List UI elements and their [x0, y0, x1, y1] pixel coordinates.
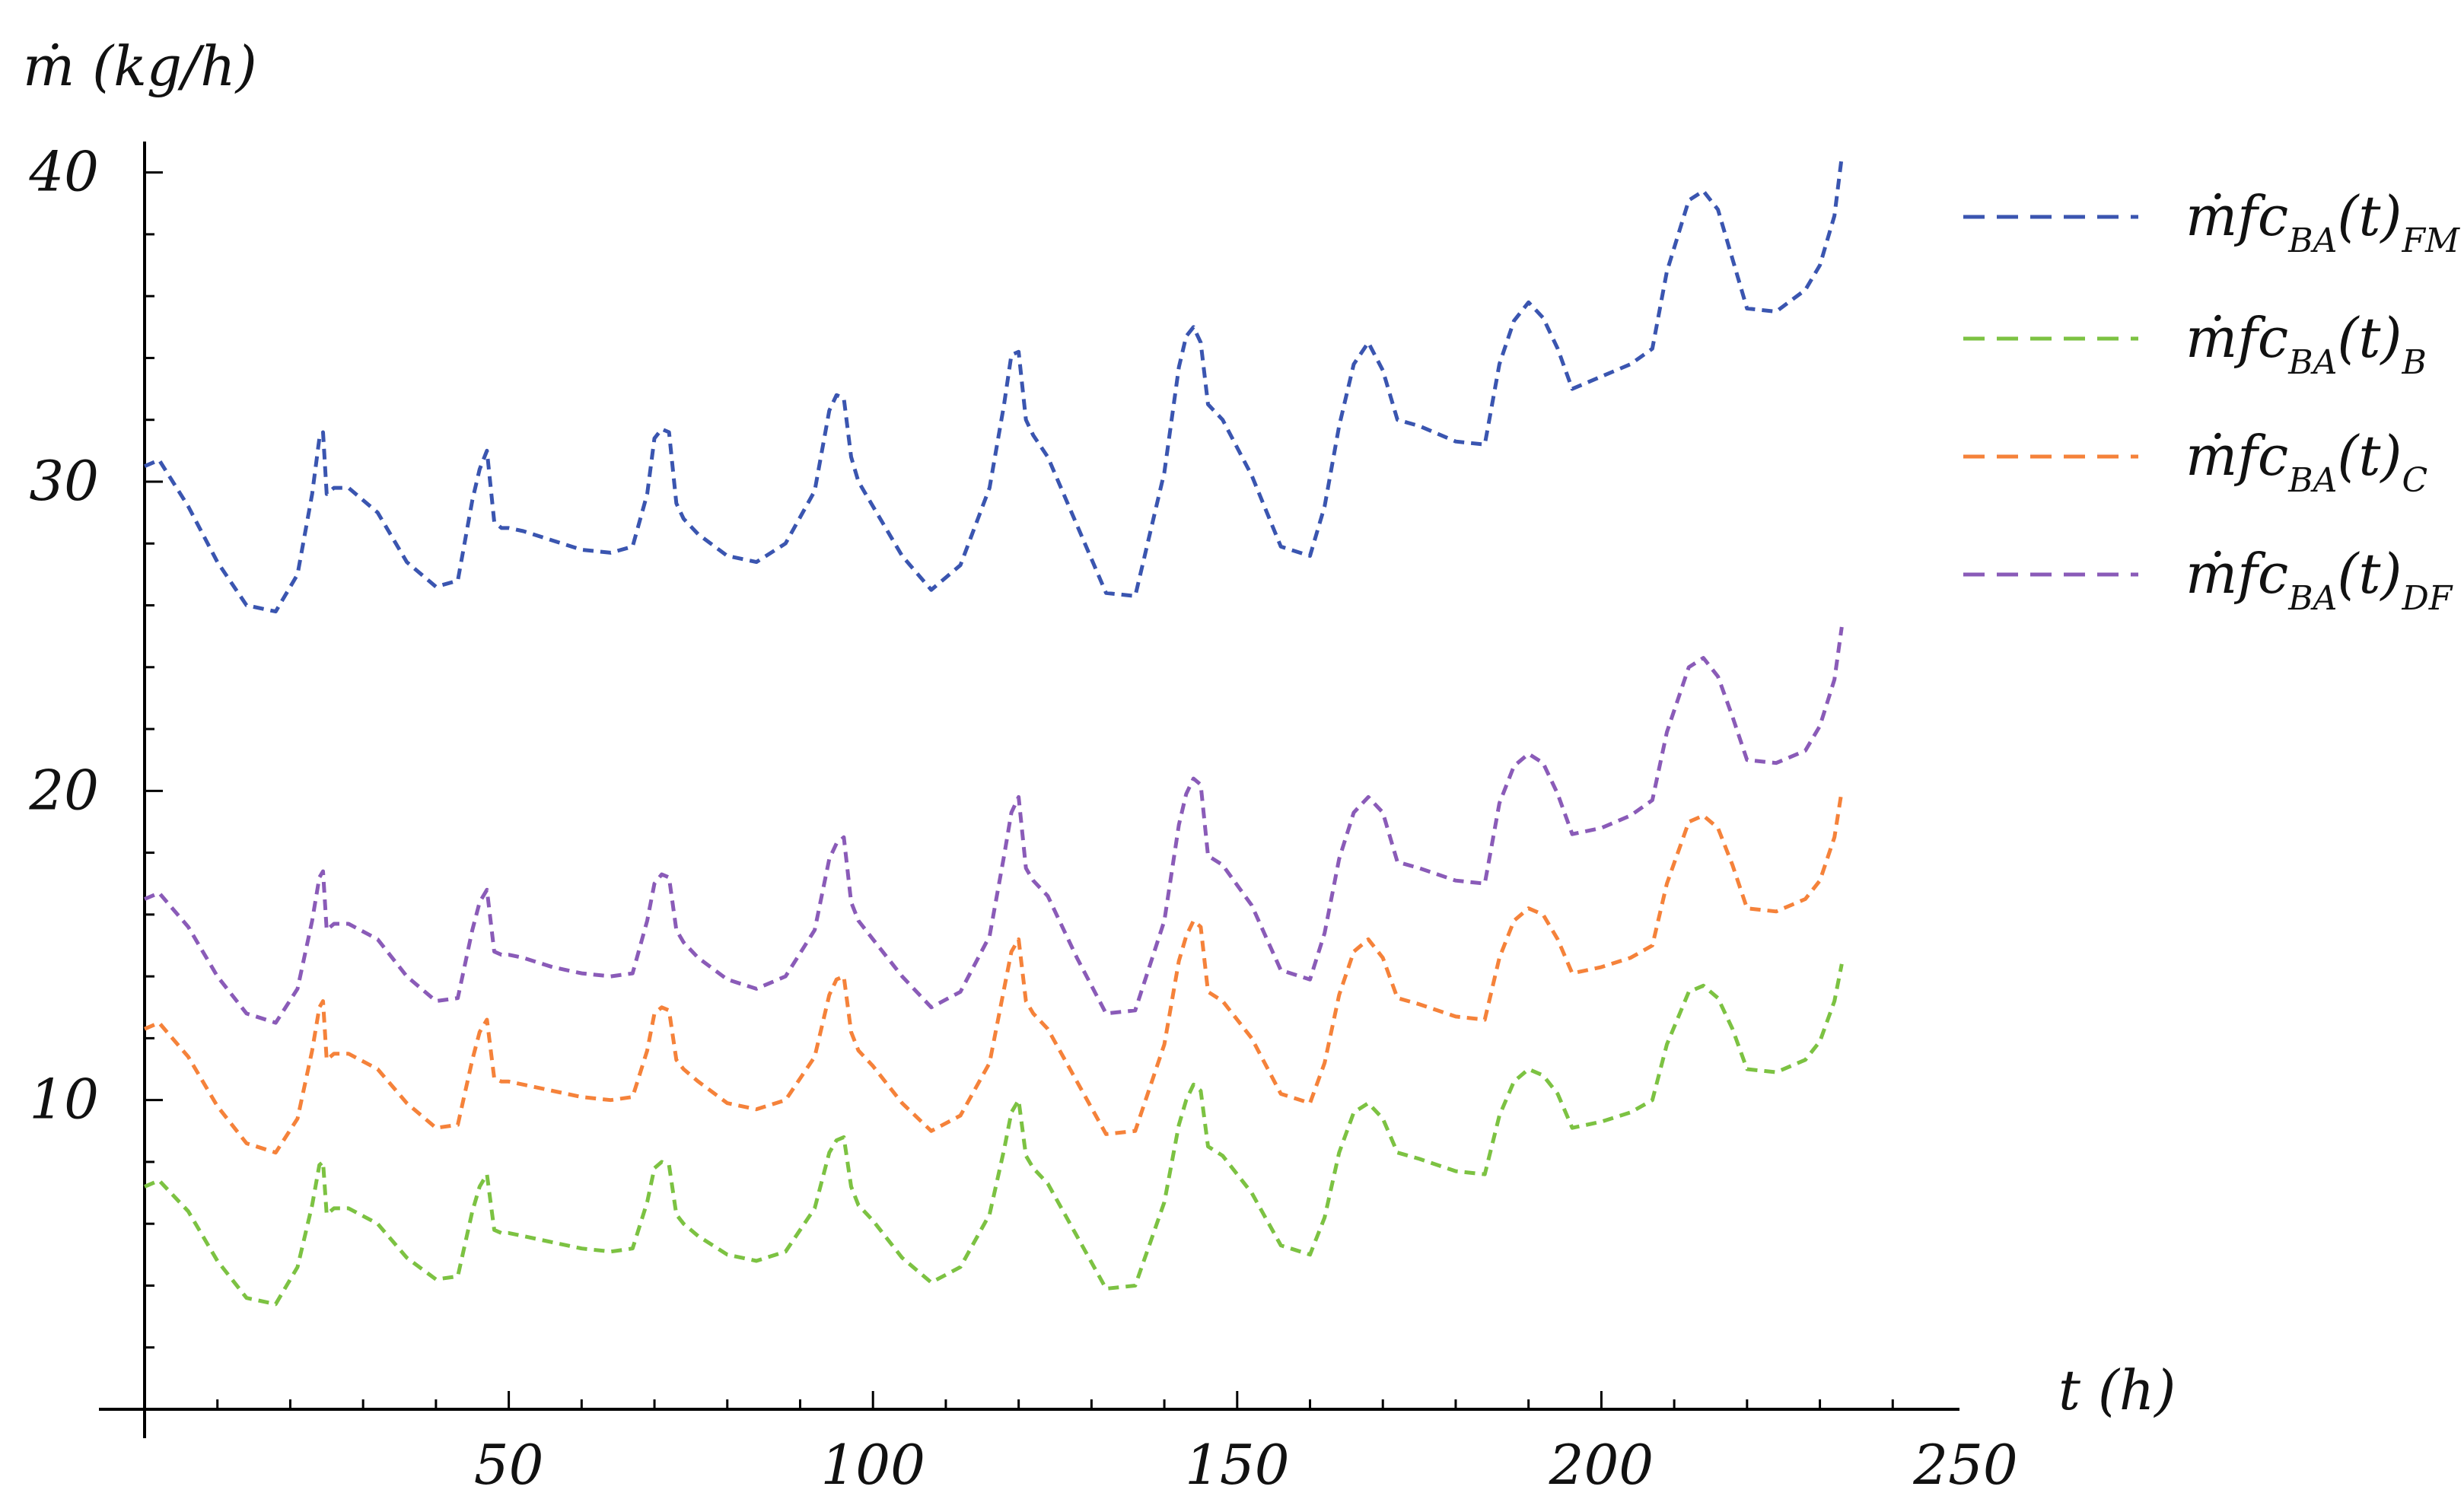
- legend-label: ṁfcBA(t)DF: [2185, 542, 2453, 618]
- legend-item: ṁfcBA(t)B: [1963, 306, 2427, 382]
- x-tick-label: 100: [820, 1433, 925, 1497]
- axes: 50 100 150 200 250 10 20 30 40 ṁ (kg/h) t (h): [23, 34, 2176, 1497]
- x-tick-label: 250: [1912, 1433, 2017, 1497]
- legend-item: ṁfcBA(t)DF: [1963, 542, 2453, 618]
- legend-label: ṁfcBA(t)C: [2185, 424, 2427, 500]
- series-layer: [144, 156, 1844, 1307]
- y-tick-label: 40: [28, 140, 99, 204]
- y-axis-title: ṁ (kg/h): [23, 34, 257, 98]
- y-tick-label: 10: [29, 1068, 99, 1132]
- series-line-1: [144, 963, 1844, 1307]
- y-tick-label: 30: [29, 449, 99, 513]
- x-tick-label: 150: [1185, 1433, 1289, 1497]
- legend: ṁfcBA(t)FM ṁfcBA(t)B ṁfcBA(t)C ṁfcBA(t)DF: [1963, 184, 2460, 618]
- legend-item: ṁfcBA(t)FM: [1963, 184, 2460, 260]
- legend-item: ṁfcBA(t)C: [1963, 424, 2427, 500]
- series-line-3: [144, 626, 1844, 1025]
- legend-label: ṁfcBA(t)B: [2185, 306, 2427, 382]
- series-line-2: [144, 790, 1844, 1155]
- x-tick-label: 50: [474, 1433, 544, 1497]
- series-line-0: [144, 156, 1844, 614]
- x-tick-label: 200: [1549, 1433, 1654, 1497]
- y-tick-label: 20: [28, 758, 99, 822]
- legend-label: ṁfcBA(t)FM: [2185, 184, 2460, 260]
- x-axis-title: t (h): [2058, 1358, 2176, 1422]
